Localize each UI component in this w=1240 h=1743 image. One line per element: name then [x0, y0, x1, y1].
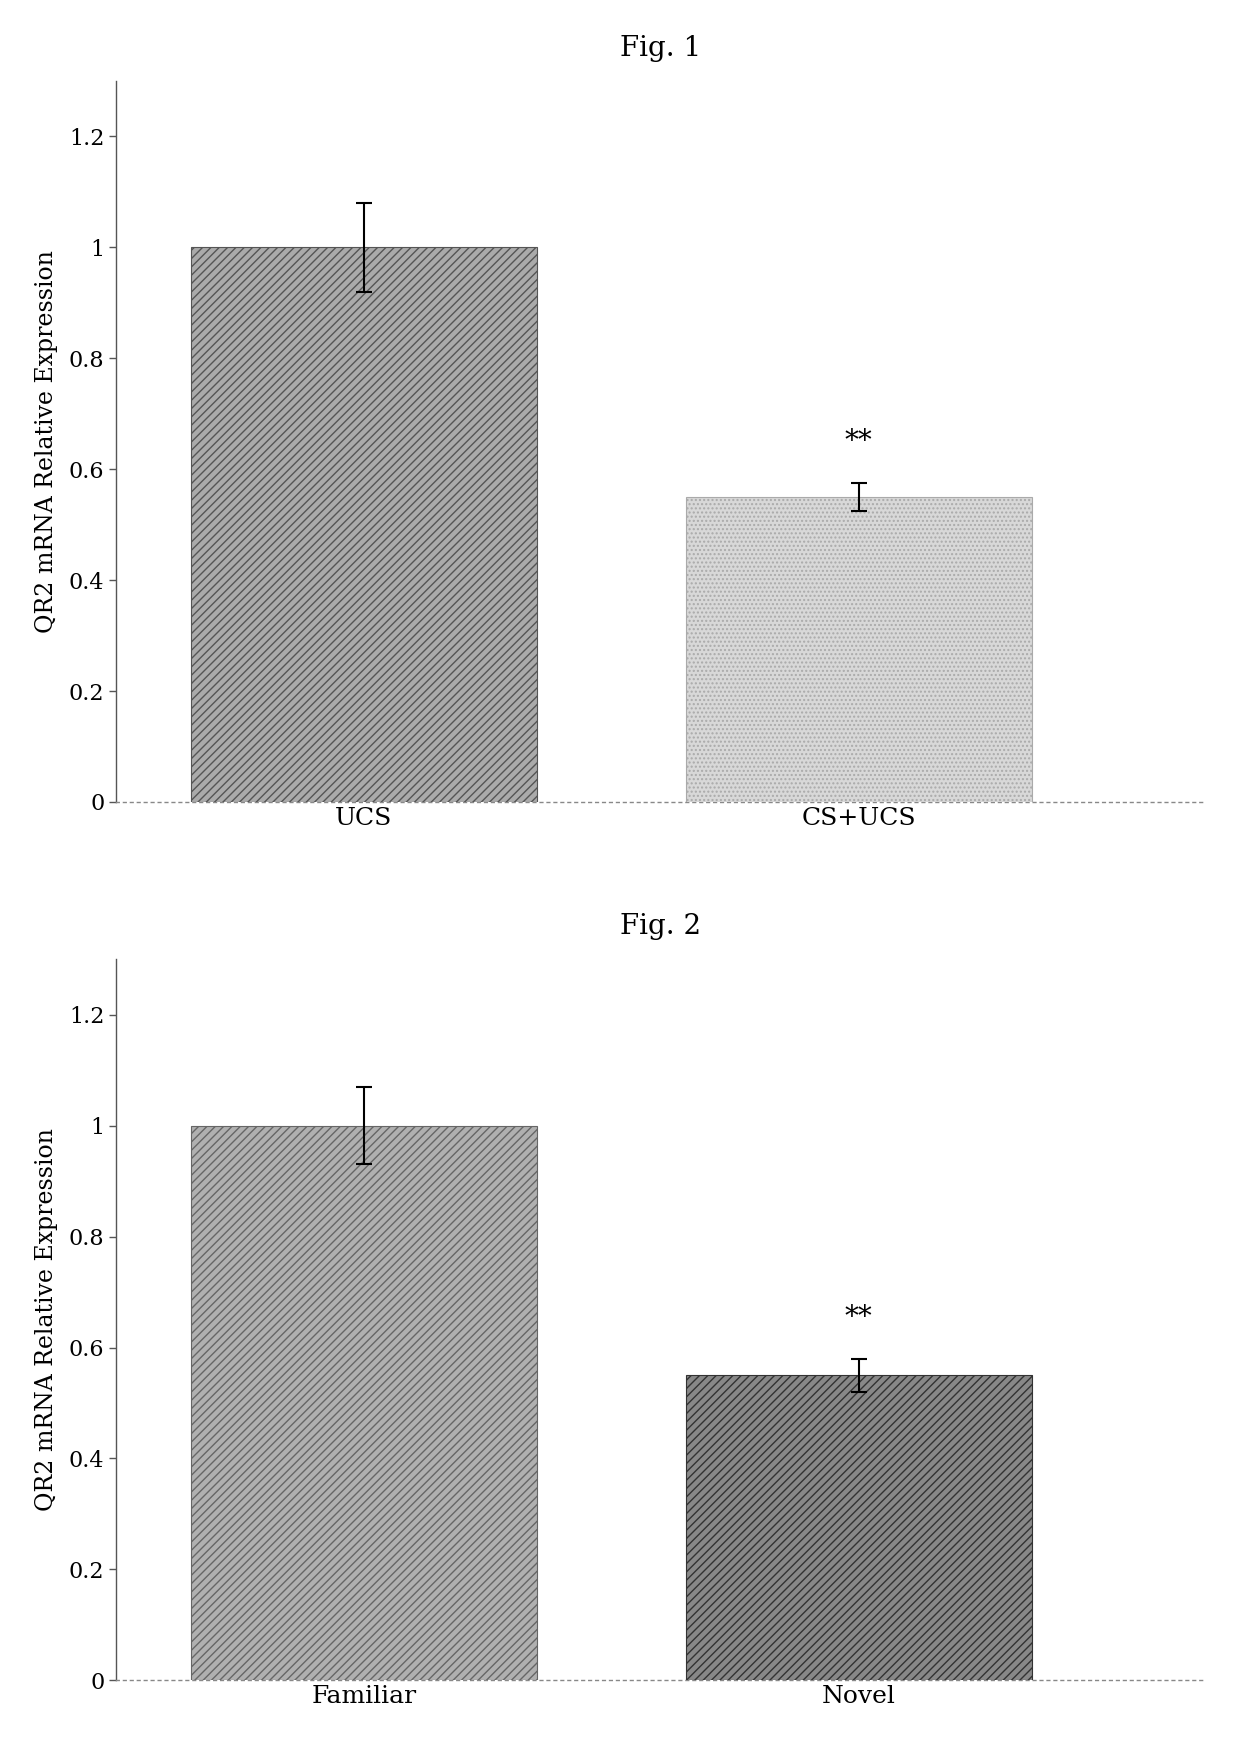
Title: Fig. 2: Fig. 2	[620, 913, 702, 939]
Bar	[191, 248, 537, 802]
Bar	[686, 497, 1032, 802]
Title: Fig. 1: Fig. 1	[620, 35, 702, 61]
Text: **: **	[844, 429, 873, 455]
Text: **: **	[844, 1304, 873, 1332]
Y-axis label: QR2 mRNA Relative Expression: QR2 mRNA Relative Expression	[35, 1128, 58, 1511]
Bar	[686, 1375, 1032, 1680]
Y-axis label: QR2 mRNA Relative Expression: QR2 mRNA Relative Expression	[35, 249, 58, 633]
Bar	[191, 1126, 537, 1680]
